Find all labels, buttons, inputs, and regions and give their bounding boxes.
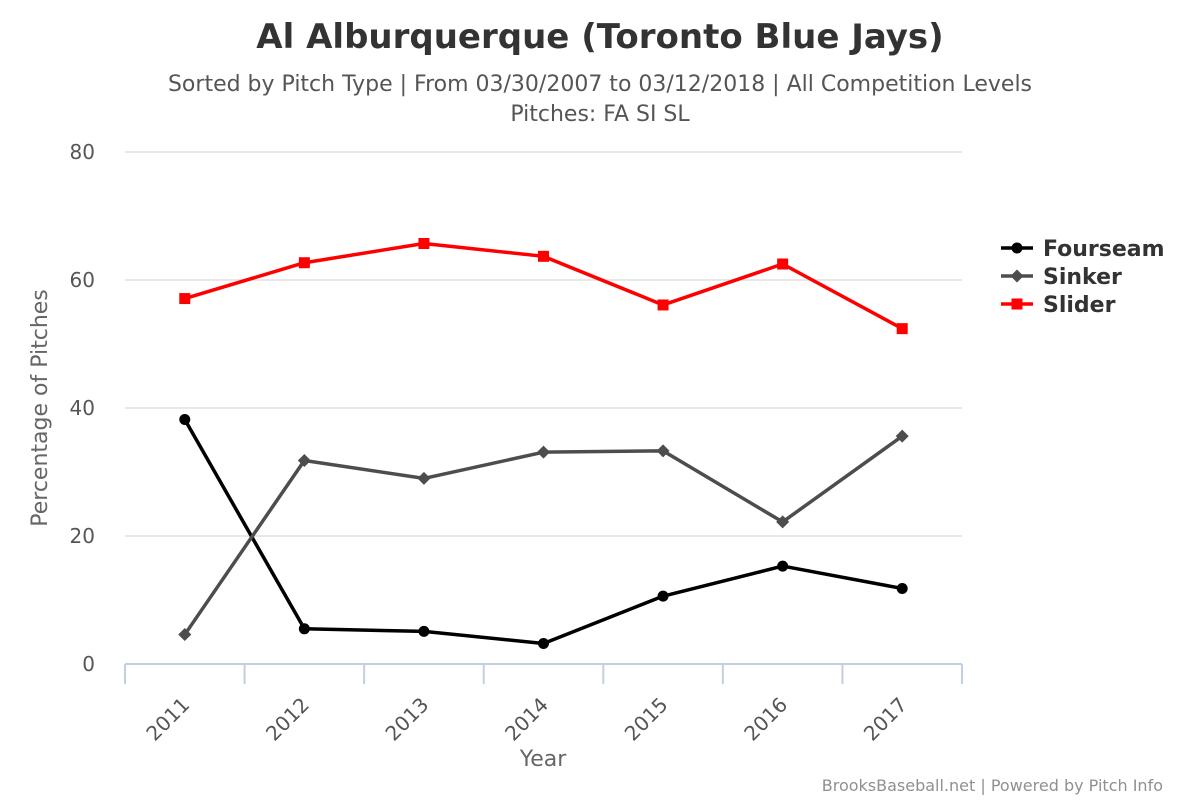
series-group (178, 238, 909, 650)
y-tick-label: 20 (70, 524, 95, 548)
data-point-fourseam[interactable] (657, 590, 669, 602)
data-point-sinker[interactable] (895, 429, 909, 443)
x-tick-label: 2013 (380, 693, 433, 746)
data-point-slider[interactable] (418, 238, 430, 250)
data-point-fourseam[interactable] (777, 560, 789, 572)
data-point-sinker[interactable] (417, 471, 431, 485)
chart-title: Al Alburquerque (Toronto Blue Jays) (256, 17, 943, 57)
legend-label-sinker: Sinker (1043, 265, 1122, 290)
data-point-fourseam[interactable] (418, 625, 430, 637)
legend-item-slider[interactable]: Slider (1001, 293, 1116, 318)
data-point-slider[interactable] (657, 299, 669, 311)
x-tick-label: 2017 (859, 693, 912, 746)
data-point-sinker[interactable] (297, 453, 311, 467)
y-axis-ticks: 0 20 40 60 80 (70, 140, 95, 676)
data-point-sinker[interactable] (656, 444, 670, 458)
chart-subtitle-line-2: Pitches: FA SI SL (510, 102, 690, 127)
y-tick-label: 60 (70, 268, 95, 292)
data-point-slider[interactable] (538, 250, 549, 262)
data-point-fourseam[interactable] (298, 623, 310, 635)
data-point-sinker[interactable] (537, 445, 550, 459)
x-tick-label: 2016 (739, 693, 792, 746)
data-point-slider[interactable] (179, 293, 191, 305)
x-tick-label: 2012 (261, 693, 314, 746)
legend: Fourseam Sinker Slider (1001, 237, 1165, 318)
y-tick-label: 40 (70, 396, 95, 420)
legend-label-fourseam: Fourseam (1043, 237, 1165, 262)
y-tick-label: 80 (70, 140, 95, 164)
legend-item-fourseam[interactable]: Fourseam (1001, 237, 1165, 262)
data-point-slider[interactable] (896, 323, 908, 335)
y-axis-title: Percentage of Pitches (28, 289, 53, 527)
data-point-fourseam[interactable] (538, 638, 549, 650)
data-point-slider[interactable] (298, 257, 310, 269)
chart-subtitle-line-1: Sorted by Pitch Type | From 03/30/2007 t… (168, 72, 1032, 97)
data-point-slider[interactable] (777, 258, 789, 270)
x-tick-label: 2014 (500, 693, 553, 746)
series-fourseam (179, 414, 908, 650)
series-sinker (178, 429, 909, 642)
x-tick-label: 2015 (620, 693, 673, 746)
x-axis-title: Year (519, 747, 568, 772)
legend-item-sinker[interactable]: Sinker (1001, 265, 1122, 290)
data-point-sinker[interactable] (776, 515, 790, 529)
legend-marker-fourseam[interactable] (1011, 242, 1023, 254)
y-tick-label: 0 (82, 652, 95, 676)
data-point-sinker[interactable] (178, 628, 192, 642)
series-slider (179, 238, 908, 335)
data-point-fourseam[interactable] (179, 414, 191, 426)
x-axis: 2011 2012 2013 2014 2015 2016 2017 (124, 663, 963, 746)
chart-credits[interactable]: BrooksBaseball.net | Powered by Pitch In… (822, 776, 1163, 795)
legend-marker-sinker[interactable] (1010, 269, 1024, 283)
x-tick-label: 2011 (141, 693, 194, 746)
legend-label-slider: Slider (1043, 293, 1116, 318)
legend-marker-slider[interactable] (1011, 298, 1023, 310)
gridlines (125, 151, 962, 537)
data-point-fourseam[interactable] (896, 582, 908, 594)
